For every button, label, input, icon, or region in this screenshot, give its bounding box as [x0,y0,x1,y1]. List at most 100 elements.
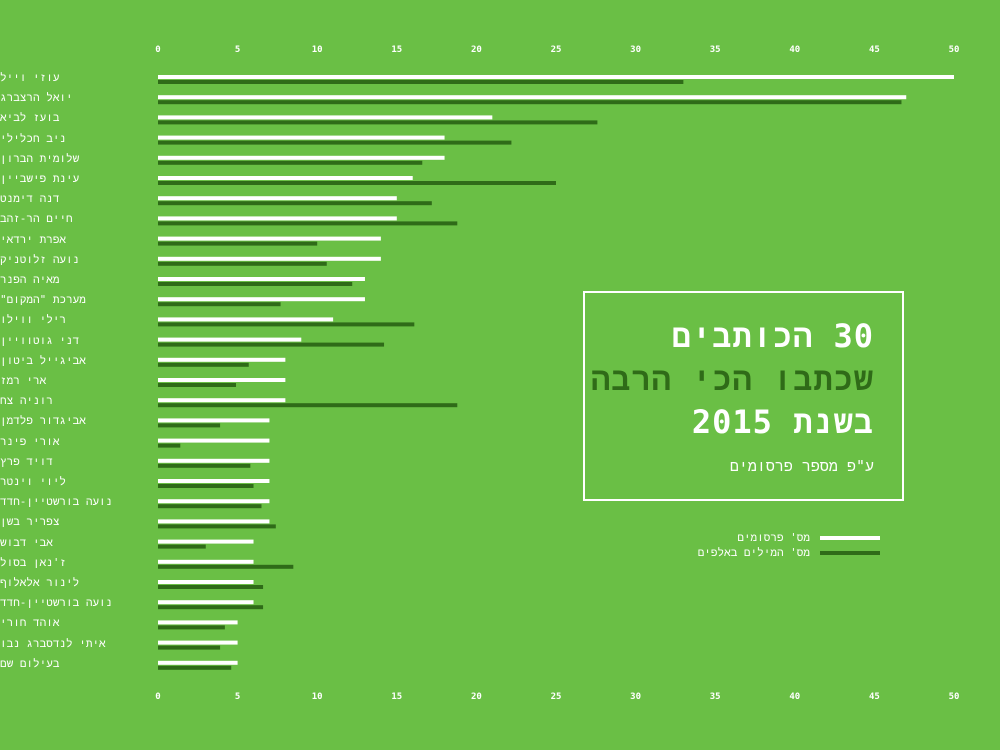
category-label: חיים הר-זהב [0,212,73,226]
bar-words-15 [158,383,237,387]
legend-label-publications: מס' פרסומים [737,531,810,544]
title-line-3: בשנת 2015 [691,403,874,441]
bar-words-2 [158,120,598,125]
bar-publications-28 [158,640,238,645]
bar-words-5 [158,181,556,185]
category-label: אפרת ירדאי [0,232,67,246]
x-tick-bottom-45: 45 [869,692,880,702]
x-tick-bottom-10: 10 [312,692,323,702]
bar-publications-3 [158,135,445,140]
bar-publications-23 [158,539,254,544]
bar-words-19 [158,463,251,468]
category-label: ניב חכלילי [0,131,67,145]
bar-words-18 [158,443,181,448]
bar-publications-0 [158,75,954,79]
bar-publications-17 [158,418,270,423]
bar-publications-20 [158,479,270,483]
chart-subtitle: ע"פ מספר פרסומים [729,457,874,475]
x-tick-top-0: 0 [155,45,160,55]
category-label: דני גוטוויין [0,333,80,347]
bar-publications-21 [158,499,270,504]
bar-publications-26 [158,600,254,605]
bar-publications-15 [158,378,286,382]
bar-words-7 [158,221,458,226]
title-line-1: 30 הכותבים [671,317,874,355]
bar-publications-29 [158,660,238,665]
bar-publications-24 [158,559,254,564]
bar-publications-12 [158,317,334,322]
bars [158,75,954,670]
x-tick-top-30: 30 [630,45,641,55]
category-label: מאיה הפנר [0,273,60,286]
category-label: רילי ווילו [0,313,67,327]
bar-publications-7 [158,216,397,221]
x-tick-bottom-30: 30 [630,692,641,702]
category-label: ארי רמז [0,374,47,387]
bar-words-23 [158,544,206,549]
legend-item-publications: מס' פרסומים [620,531,880,545]
bar-words-6 [158,201,432,206]
bar-words-8 [158,241,318,246]
category-label: אורי פינר [0,434,60,448]
title-panel: 30 הכותבים שכתבו הכי הרבה בשנת 2015 ע"פ … [583,291,904,501]
category-label: אוהד חורי [0,616,60,630]
legend-label-words: מס' המילים באלפים [697,546,810,559]
x-tick-bottom-25: 25 [551,692,562,702]
bar-words-24 [158,564,294,569]
legend-swatch-publications [820,536,880,540]
bar-publications-14 [158,357,286,362]
x-tick-top-45: 45 [869,45,880,55]
title-line-2: שכתבו הכי הרבה [591,360,874,398]
bar-words-3 [158,140,512,145]
bar-publications-1 [158,95,907,100]
bar-publications-2 [158,115,493,120]
category-label: נועה בורשטיין-חדד [0,596,113,610]
bar-words-17 [158,423,221,428]
x-tick-top-5: 5 [235,45,240,55]
category-label: צפריר בשן [0,515,60,529]
x-tick-top-15: 15 [391,45,402,55]
legend-swatch-words [820,551,880,555]
category-label: נועה זלוטניק [0,252,80,266]
x-tick-bottom-50: 50 [949,692,960,702]
bar-words-29 [158,665,232,670]
x-tick-bottom-15: 15 [391,692,402,702]
category-label: אביגדור פלדמן [0,414,86,428]
bar-words-4 [158,160,423,165]
category-label: שלומית הברון [0,151,80,165]
bar-publications-19 [158,458,270,463]
category-label: עוזי וייל [0,71,60,84]
bar-publications-22 [158,519,270,524]
bar-words-12 [158,322,415,327]
bar-words-11 [158,302,281,307]
category-label: נועה בורשטיין-חדד [0,495,113,509]
category-labels: עוזי וייל יואל הרצברג בועז לביא ניב חכלילי ש… [0,0,150,750]
bar-publications-6 [158,196,397,201]
bar-words-28 [158,645,221,650]
category-label: ליוי וינטר [0,475,67,488]
x-tick-top-10: 10 [312,45,323,55]
bar-publications-27 [158,620,238,625]
x-tick-top-50: 50 [949,45,960,55]
category-label: אבי דבוש [0,535,53,549]
bar-publications-10 [158,277,365,281]
bar-words-26 [158,605,264,610]
x-tick-top-20: 20 [471,45,482,55]
bar-words-1 [158,100,902,105]
category-label: אביגייל ביטון [0,353,86,367]
x-tick-bottom-5: 5 [235,692,240,702]
bar-publications-9 [158,256,381,261]
x-tick-bottom-20: 20 [471,692,482,702]
bar-words-21 [158,504,262,509]
category-label: דויד פרץ [0,454,53,468]
category-label: ז'נאן בסול [0,555,67,569]
x-tick-bottom-35: 35 [710,692,721,702]
category-label: יואל הרצברג [0,91,73,105]
x-tick-top-35: 35 [710,45,721,55]
bar-publications-13 [158,337,302,342]
bar-words-0 [158,80,684,84]
bar-publications-4 [158,155,445,160]
bar-words-22 [158,524,276,529]
category-label: דנה דימנט [0,192,60,206]
